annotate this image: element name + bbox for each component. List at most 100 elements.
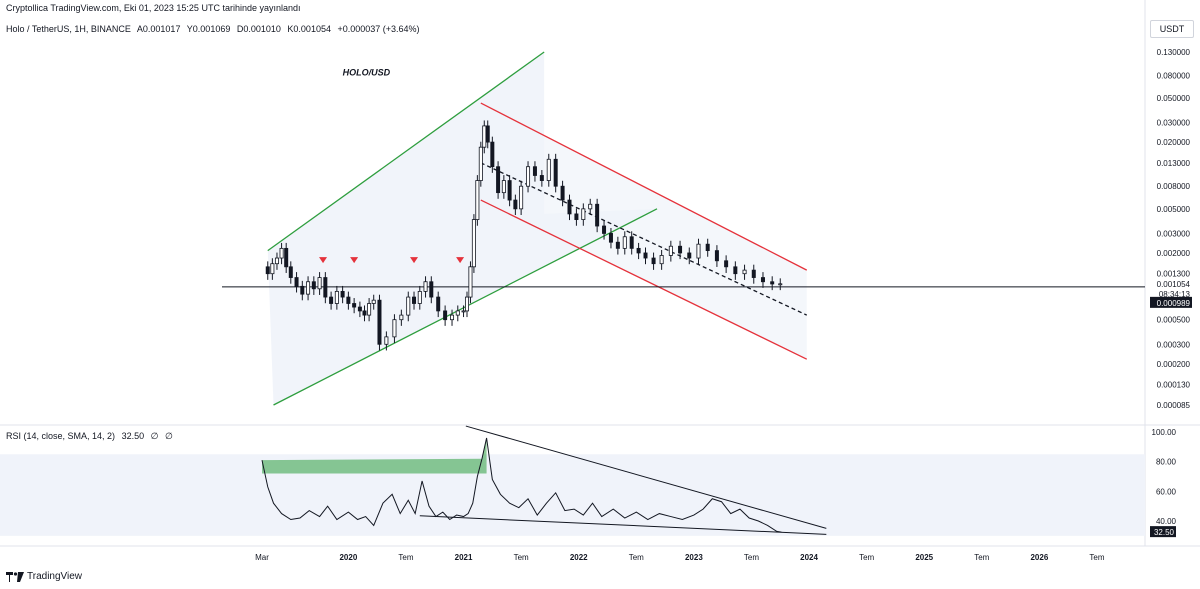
candle [423, 276, 428, 298]
time-tick-label: Tem [514, 553, 529, 562]
footer-brand[interactable]: TradingView [27, 571, 83, 582]
candle [323, 272, 328, 304]
candle-body [574, 213, 579, 220]
candle-body [588, 203, 593, 210]
candle-body [553, 158, 558, 187]
candle [751, 264, 756, 284]
candle-body [714, 250, 719, 262]
candle [629, 231, 634, 255]
candle [399, 309, 404, 326]
candle-body [306, 281, 311, 295]
candle-body [622, 236, 627, 249]
candle [539, 170, 544, 187]
candle [770, 276, 775, 291]
price-tick-label: 0.005000 [1157, 205, 1191, 214]
candle [668, 240, 673, 262]
candle-body [507, 180, 512, 201]
time-tick-label: Tem [859, 553, 874, 562]
price-tick-label: 0.000130 [1157, 381, 1191, 390]
rsi-label[interactable]: RSI (14, close, SMA, 14, 2) [6, 431, 116, 441]
price-tick-label: 0.020000 [1157, 138, 1191, 147]
candle-body [696, 243, 701, 259]
candle-body [581, 208, 586, 220]
footer: TradingView [6, 571, 82, 582]
candle [406, 291, 411, 322]
candle-body [760, 277, 765, 283]
candle [705, 238, 710, 257]
candle-body [485, 125, 490, 143]
candle-body [288, 266, 293, 278]
candle [306, 276, 311, 301]
candle-body [513, 199, 518, 210]
candle [311, 276, 316, 295]
candle-body [392, 319, 397, 338]
candle [602, 220, 607, 240]
candle [553, 153, 558, 193]
candle [334, 285, 339, 310]
candle-body [770, 281, 775, 285]
candle-body [317, 277, 322, 290]
time-tick-label: 2023 [685, 553, 703, 562]
currency-button[interactable]: USDT [1150, 20, 1194, 38]
symbol-legend: Holo / TetherUS, 1H, BINANCE A0.001017 Y… [6, 24, 424, 34]
candle [733, 261, 738, 280]
candle [490, 136, 495, 173]
candle [478, 141, 483, 187]
candle [485, 120, 490, 149]
candle-body [346, 296, 351, 304]
rsi-tick-label: 100.00 [1152, 428, 1177, 437]
candle [687, 247, 692, 265]
candle-body [539, 175, 544, 181]
candle-body [636, 247, 641, 254]
pivot-marker-icon [319, 257, 328, 264]
candle-body [362, 310, 367, 316]
candle [384, 331, 389, 351]
support-line [419, 515, 827, 535]
candle [436, 291, 441, 318]
candle [760, 272, 765, 288]
candle-body [496, 166, 501, 194]
candle-body [377, 299, 382, 345]
candle-body [464, 296, 469, 312]
candle-body [367, 303, 372, 316]
ascending-channel-upper-line [267, 51, 545, 252]
candle-body [651, 257, 656, 265]
candle-body [399, 314, 404, 321]
published-caption: Cryptollica TradingView.com, Eki 01, 202… [6, 3, 301, 13]
candle-body [478, 146, 483, 181]
candle [714, 245, 719, 267]
candle-body [270, 263, 275, 275]
candle [357, 301, 362, 318]
candle [778, 278, 783, 291]
candle-body [501, 180, 506, 194]
candle [588, 198, 593, 216]
candle [346, 291, 351, 310]
candle [526, 161, 531, 193]
symbol-label[interactable]: Holo / TetherUS, 1H, BINANCE [6, 24, 131, 34]
candle-body [412, 296, 417, 304]
price-tick-label: 0.002000 [1157, 249, 1191, 258]
candle [678, 240, 683, 260]
price-tick-label: 0.008000 [1157, 182, 1191, 191]
candle [464, 291, 469, 318]
candle [507, 175, 512, 207]
candle-body [436, 296, 441, 312]
candle-body [329, 296, 334, 304]
candle [300, 280, 305, 301]
candle [279, 242, 284, 265]
time-tick-label: Tem [744, 553, 759, 562]
candle [461, 305, 466, 318]
time-tick-label: 2026 [1030, 553, 1048, 562]
candle [367, 298, 372, 322]
time-tick-label: Tem [398, 553, 413, 562]
candle-body [274, 257, 279, 265]
candle [595, 198, 600, 233]
horizontal-line-price-badge [1150, 296, 1192, 308]
candle [362, 305, 367, 322]
candle [392, 314, 397, 344]
descending-channel-upper-line [480, 102, 808, 271]
candle [519, 180, 524, 216]
candle [615, 236, 620, 255]
price-tick-label: 0.080000 [1157, 71, 1191, 80]
